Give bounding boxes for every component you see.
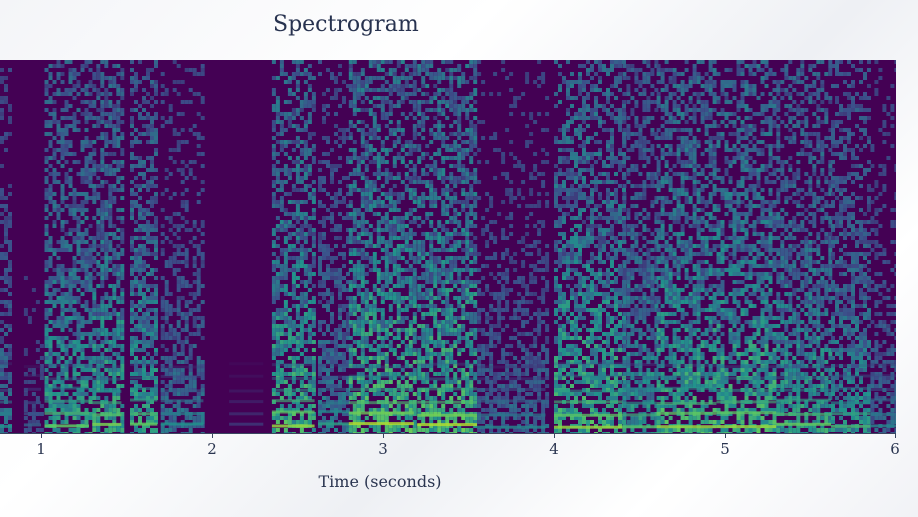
voiced-segment — [776, 60, 833, 434]
x-tick-mark — [41, 433, 43, 438]
x-tick-label: 1 — [36, 440, 46, 458]
x-axis-line — [0, 433, 896, 434]
x-tick-mark — [895, 433, 896, 438]
voiced-segment — [271, 60, 316, 434]
spectrogram-plot — [0, 60, 896, 434]
x-tick-label: 4 — [549, 440, 559, 458]
chart-title: Spectrogram — [273, 12, 419, 37]
spectrogram-canvas — [0, 60, 896, 434]
voiced-segment — [870, 60, 896, 434]
voiced-segment — [160, 60, 205, 434]
voiced-segment — [92, 60, 125, 434]
x-tick-label: 6 — [890, 440, 900, 458]
voiced-segment — [477, 60, 550, 434]
voiced-segment — [0, 68, 12, 434]
x-tick-mark — [212, 433, 214, 438]
x-tick-mark — [383, 433, 385, 438]
x-tick-label: 5 — [720, 440, 730, 458]
x-axis-label: Time (seconds) — [318, 472, 442, 491]
voiced-segment — [229, 362, 264, 426]
x-tick-mark — [554, 433, 555, 438]
voiced-segment — [417, 60, 478, 434]
voiced-segment — [656, 60, 717, 434]
voiced-segment — [554, 60, 626, 434]
voiced-segment — [44, 60, 93, 434]
x-tick-label: 2 — [207, 440, 217, 458]
voiced-segment — [348, 60, 417, 434]
voiced-segment — [318, 60, 350, 434]
x-tick-mark — [725, 433, 726, 438]
x-tick-label: 3 — [378, 440, 388, 458]
voiced-segment — [622, 60, 659, 434]
voiced-segment — [130, 60, 158, 434]
voiced-segment — [831, 60, 871, 434]
voiced-segment — [716, 60, 777, 434]
